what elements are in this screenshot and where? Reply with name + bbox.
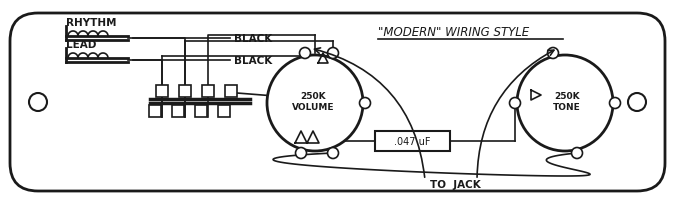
Text: TO  JACK: TO JACK xyxy=(430,179,481,189)
Text: 250K
TONE: 250K TONE xyxy=(553,91,581,111)
Bar xyxy=(156,85,168,97)
Bar xyxy=(172,105,184,117)
FancyBboxPatch shape xyxy=(375,131,450,151)
Bar xyxy=(225,85,237,97)
Circle shape xyxy=(327,48,338,59)
Bar xyxy=(179,85,191,97)
Circle shape xyxy=(296,148,306,159)
Text: BLACK: BLACK xyxy=(234,34,273,44)
Text: LEAD: LEAD xyxy=(66,40,96,50)
Bar xyxy=(149,105,161,117)
Circle shape xyxy=(300,48,311,59)
Text: RHYTHM: RHYTHM xyxy=(66,18,117,28)
Circle shape xyxy=(327,148,338,159)
Text: .047 uF: .047 uF xyxy=(394,136,431,146)
Circle shape xyxy=(509,98,521,109)
FancyBboxPatch shape xyxy=(10,14,665,191)
Circle shape xyxy=(610,98,620,109)
Circle shape xyxy=(29,94,47,111)
Circle shape xyxy=(572,148,582,159)
Bar xyxy=(218,105,230,117)
Bar xyxy=(195,105,207,117)
Text: "MODERN" WIRING STYLE: "MODERN" WIRING STYLE xyxy=(378,25,529,38)
Circle shape xyxy=(267,56,363,151)
Text: BLACK: BLACK xyxy=(234,56,273,66)
Circle shape xyxy=(548,48,559,59)
Circle shape xyxy=(359,98,370,109)
Circle shape xyxy=(628,94,646,111)
Circle shape xyxy=(517,56,613,151)
Bar xyxy=(202,85,214,97)
Text: 250K
VOLUME: 250K VOLUME xyxy=(292,91,334,111)
